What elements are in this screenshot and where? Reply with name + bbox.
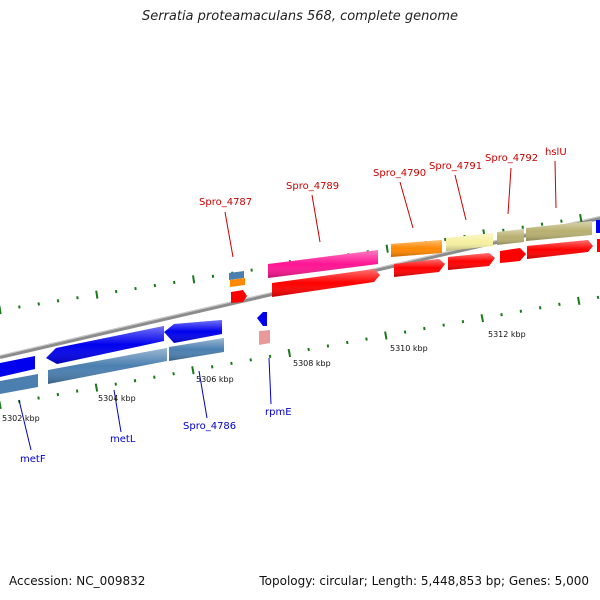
- minor-tick: [75, 389, 79, 393]
- minor-tick: [500, 313, 503, 317]
- label-hslU[interactable]: hslU: [545, 147, 567, 158]
- minor-tick: [442, 323, 445, 327]
- label-metF[interactable]: metF: [20, 454, 46, 465]
- cds-Spro_4787[interactable]: [231, 290, 247, 303]
- scale-label: 5302 kbp: [2, 414, 40, 423]
- minor-tick: [326, 344, 330, 348]
- minor-tick: [250, 268, 253, 272]
- major-tick: [480, 314, 484, 323]
- major-tick: [0, 305, 2, 315]
- minor-tick: [558, 302, 561, 306]
- leader-Spro_4786: [198, 370, 208, 419]
- label-Spro_4789[interactable]: Spro_4789: [286, 181, 339, 192]
- label-Spro_4787[interactable]: Spro_4787: [199, 197, 252, 208]
- minor-tick: [114, 289, 118, 294]
- minor-tick: [538, 306, 542, 310]
- forward-strand-features: [229, 220, 600, 303]
- minor-tick: [37, 302, 40, 306]
- cds-rpmE[interactable]: [257, 312, 267, 326]
- genome-summary-text: Topology: circular; Length: 5,448,853 bp…: [259, 574, 589, 588]
- leader-hslU: [554, 160, 557, 209]
- accession-text: Accession: NC_009832: [9, 574, 146, 588]
- major-tick: [579, 213, 583, 223]
- inner-tick-track: [0, 295, 600, 410]
- label-Spro_4792[interactable]: Spro_4792: [485, 153, 538, 164]
- scale-labels: 5302 kbp 5304 kbp 5306 kbp 5308 kbp 5310…: [2, 330, 526, 423]
- minor-tick: [249, 358, 252, 362]
- label-Spro_4786[interactable]: Spro_4786: [183, 421, 236, 432]
- major-tick: [577, 296, 581, 305]
- leader-Spro_4787: [224, 211, 234, 258]
- major-tick: [384, 331, 388, 340]
- forward-gene-labels: Spro_4787 Spro_4789 Spro_4790 Spro_4791 …: [199, 147, 567, 208]
- reverse-strand-features: [0, 312, 270, 394]
- minor-tick: [423, 326, 426, 331]
- major-tick: [192, 275, 196, 284]
- leader-Spro_4790: [399, 181, 414, 229]
- minor-tick: [76, 296, 79, 300]
- minor-tick: [461, 320, 465, 324]
- label-Spro_4791[interactable]: Spro_4791: [429, 161, 482, 172]
- minor-tick: [403, 330, 407, 334]
- minor-tick: [307, 347, 310, 352]
- gene-Spro_4787-b[interactable]: [230, 278, 245, 287]
- major-tick: [95, 290, 99, 299]
- label-metL[interactable]: metL: [110, 434, 136, 445]
- minor-tick: [346, 340, 349, 345]
- minor-tick: [173, 280, 176, 285]
- minor-tick: [596, 295, 600, 300]
- minor-tick: [114, 382, 117, 386]
- scale-label: 5306 kbp: [196, 375, 234, 384]
- minor-tick: [230, 361, 233, 365]
- label-leader-lines: [18, 160, 557, 451]
- gene-rpmE[interactable]: [259, 330, 270, 345]
- minor-tick: [153, 375, 156, 379]
- minor-tick: [37, 396, 40, 400]
- gene-next[interactable]: [596, 220, 600, 233]
- minor-tick: [56, 299, 60, 303]
- minor-tick: [172, 372, 175, 376]
- label-Spro_4790[interactable]: Spro_4790: [373, 168, 426, 179]
- map-title: Serratia proteamaculans 568, complete ge…: [141, 9, 459, 24]
- minor-tick: [268, 354, 272, 359]
- scale-label: 5312 kbp: [488, 330, 526, 339]
- minor-tick: [56, 392, 60, 397]
- leader-metL: [113, 389, 122, 433]
- leader-Spro_4791: [454, 174, 467, 221]
- scale-label: 5308 kbp: [293, 359, 331, 368]
- cds-next[interactable]: [597, 239, 600, 252]
- major-tick: [191, 366, 195, 375]
- minor-tick: [153, 283, 157, 288]
- major-tick: [287, 348, 292, 358]
- minor-tick: [365, 337, 368, 341]
- minor-tick: [540, 222, 544, 226]
- leader-rpmE: [268, 357, 272, 405]
- minor-tick: [210, 365, 214, 369]
- major-tick: [385, 244, 389, 253]
- minor-tick: [18, 305, 21, 309]
- minor-tick: [133, 379, 137, 383]
- gene-metF[interactable]: [0, 374, 38, 394]
- minor-tick: [211, 274, 215, 278]
- minor-tick: [519, 309, 523, 313]
- major-tick: [94, 383, 99, 392]
- cds-Spro_4792[interactable]: [500, 248, 526, 263]
- leader-Spro_4789: [311, 194, 321, 243]
- leader-Spro_4792: [507, 167, 512, 215]
- major-tick: [0, 400, 2, 410]
- scale-label: 5304 kbp: [98, 394, 136, 403]
- leader-metF: [18, 399, 32, 451]
- gene-Spro_4787[interactable]: [229, 271, 244, 280]
- scale-label: 5310 kbp: [390, 344, 428, 353]
- minor-tick: [444, 237, 447, 242]
- cds-metF[interactable]: [0, 356, 35, 377]
- label-rpmE[interactable]: rpmE: [265, 407, 292, 418]
- reverse-gene-labels: metF metL Spro_4786 rpmE: [20, 407, 292, 465]
